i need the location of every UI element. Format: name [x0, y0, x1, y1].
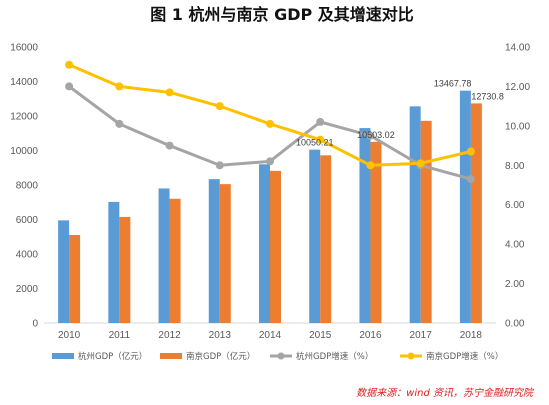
bar-nanjing-gdp	[370, 141, 382, 323]
left-tick-label: 16000	[10, 43, 38, 54]
data-label: 12730.8	[471, 91, 504, 101]
legend: 杭州GDP（亿元） 南京GDP（亿元） 杭州GDP增速（%） 南京GDP增速（%）	[52, 351, 503, 362]
point-hangzhou-growth	[115, 119, 124, 128]
point-hangzhou-growth	[215, 161, 224, 170]
left-tick-label: 6000	[16, 215, 39, 226]
right-tick-label: 12.00	[505, 82, 530, 93]
legend-label: 南京GDP增速（%）	[426, 351, 503, 362]
bar-hangzhou-gdp	[459, 90, 471, 324]
bar-hangzhou-gdp	[409, 106, 421, 323]
right-tick-label: 4.00	[505, 240, 525, 251]
right-tick-label: 14.00	[505, 43, 530, 54]
left-axis: 0 2000 4000 6000 8000 10000 12000 14000 16000	[10, 43, 38, 330]
x-axis: 2010 2011 2012 2013 2014 2015 2016 2017 2018	[58, 330, 482, 341]
legend-marker	[277, 352, 285, 360]
point-nanjing-growth	[366, 161, 375, 170]
point-nanjing-growth	[316, 135, 325, 144]
chart-title: 图 1 杭州与南京 GDP 及其增速对比	[150, 5, 414, 24]
point-nanjing-growth	[466, 147, 475, 156]
bar-hangzhou-gdp	[309, 149, 321, 323]
point-nanjing-growth	[165, 88, 174, 97]
right-axis: 0.00 2.00 4.00 6.00 8.00 10.00 12.00 14.00	[505, 43, 530, 330]
x-tick-label: 2015	[309, 330, 332, 341]
bar-hangzhou-gdp	[58, 220, 70, 323]
point-hangzhou-growth	[316, 117, 325, 126]
x-tick-label: 2016	[359, 330, 382, 341]
right-tick-label: 6.00	[505, 200, 525, 211]
bar-nanjing-gdp	[420, 120, 432, 323]
point-nanjing-growth	[416, 159, 425, 168]
point-hangzhou-growth	[366, 131, 375, 140]
right-tick-label: 8.00	[505, 161, 525, 172]
point-nanjing-growth	[65, 60, 74, 69]
legend-swatch	[160, 353, 182, 359]
bar-nanjing-gdp	[119, 216, 131, 323]
legend-marker	[407, 352, 415, 360]
right-tick-label: 2.00	[505, 279, 525, 290]
data-label: 10503.02	[357, 130, 395, 140]
legend-swatch	[52, 353, 74, 359]
legend-label: 杭州GDP增速（%）	[296, 351, 373, 362]
left-tick-label: 10000	[10, 146, 38, 157]
bar-hangzhou-gdp	[158, 188, 170, 323]
x-tick-label: 2010	[58, 330, 81, 341]
left-tick-label: 2000	[16, 284, 39, 295]
x-tick-label: 2018	[460, 330, 483, 341]
point-nanjing-growth	[215, 102, 224, 111]
line-series	[65, 60, 475, 184]
bar-hangzhou-gdp	[259, 164, 270, 323]
bar-hangzhou-gdp	[108, 201, 120, 323]
point-nanjing-growth	[115, 82, 124, 91]
data-labels: 10050.21 10503.02 13467.78 12730.8	[296, 79, 504, 148]
bar-hangzhou-gdp	[359, 128, 371, 323]
x-tick-label: 2013	[209, 330, 232, 341]
x-tick-label: 2012	[158, 330, 181, 341]
legend-label: 南京GDP（亿元）	[186, 351, 255, 362]
right-tick-label: 10.00	[505, 121, 530, 132]
legend-label: 杭州GDP（亿元）	[78, 351, 147, 362]
right-tick-label: 0.00	[505, 319, 525, 330]
bar-nanjing-gdp	[219, 184, 231, 323]
bar-nanjing-gdp	[470, 103, 482, 323]
data-label: 10050.21	[296, 138, 334, 148]
data-label: 13467.78	[434, 79, 472, 89]
bar-nanjing-gdp	[69, 235, 81, 323]
bar-nanjing-gdp	[270, 170, 281, 323]
point-hangzhou-growth	[165, 141, 174, 150]
x-tick-label: 2014	[259, 330, 282, 341]
bar-nanjing-gdp	[320, 155, 332, 323]
left-tick-label: 14000	[10, 77, 38, 88]
bar-series	[58, 90, 482, 324]
bar-hangzhou-gdp	[208, 179, 220, 323]
point-nanjing-growth	[266, 119, 274, 128]
left-tick-label: 0	[32, 319, 38, 330]
x-tick-label: 2011	[109, 330, 131, 341]
left-tick-label: 4000	[16, 250, 39, 261]
left-tick-label: 8000	[16, 181, 39, 192]
point-hangzhou-growth	[65, 82, 74, 91]
x-tick-label: 2017	[410, 330, 433, 341]
source-note: 数据来源：wind 资讯，苏宁金融研究院	[356, 387, 535, 399]
bar-nanjing-gdp	[169, 198, 181, 323]
point-hangzhou-growth	[266, 157, 274, 166]
point-hangzhou-growth	[466, 175, 475, 184]
left-tick-label: 12000	[10, 112, 38, 123]
